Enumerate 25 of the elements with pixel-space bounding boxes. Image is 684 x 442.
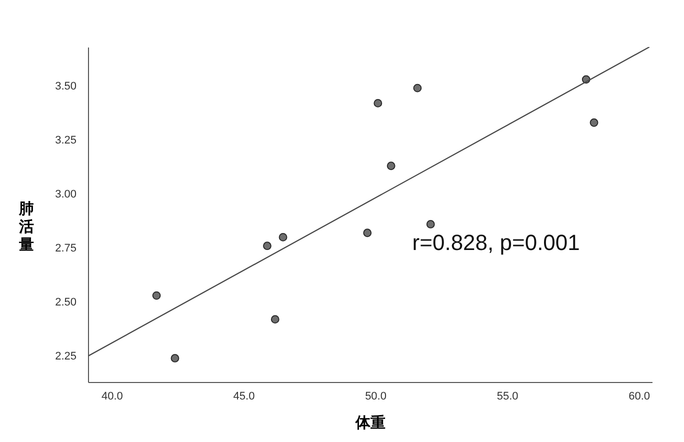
point bbox=[278, 232, 288, 242]
point bbox=[152, 291, 161, 300]
point bbox=[170, 354, 180, 362]
point bbox=[413, 84, 422, 92]
x-tick-label: 60.0 bbox=[628, 390, 650, 402]
point bbox=[386, 162, 396, 170]
point bbox=[374, 98, 382, 108]
point bbox=[270, 315, 280, 324]
x-tick-label: 40.0 bbox=[102, 390, 123, 402]
annotation: r=0.828, p=0.001 bbox=[412, 230, 580, 255]
point bbox=[590, 118, 598, 127]
x-tick-label: 55.0 bbox=[496, 390, 518, 402]
point bbox=[263, 242, 272, 250]
x-axis-title: 体重 bbox=[354, 414, 386, 432]
y-tick-label: 2.25 bbox=[55, 350, 76, 363]
y-tick-label: 3.50 bbox=[55, 80, 76, 92]
y-tick-label: 2.75 bbox=[55, 242, 76, 254]
y-tick-label: 3.00 bbox=[55, 188, 76, 200]
y-tick-label: 2.50 bbox=[55, 296, 76, 309]
x-tick-label: 50.0 bbox=[365, 390, 386, 402]
point bbox=[363, 228, 372, 238]
point bbox=[426, 220, 435, 228]
x-tick-label: 45.0 bbox=[233, 390, 255, 402]
y-axis-title: 肺活量 bbox=[18, 199, 34, 254]
y-tick-label: 3.25 bbox=[55, 134, 76, 146]
